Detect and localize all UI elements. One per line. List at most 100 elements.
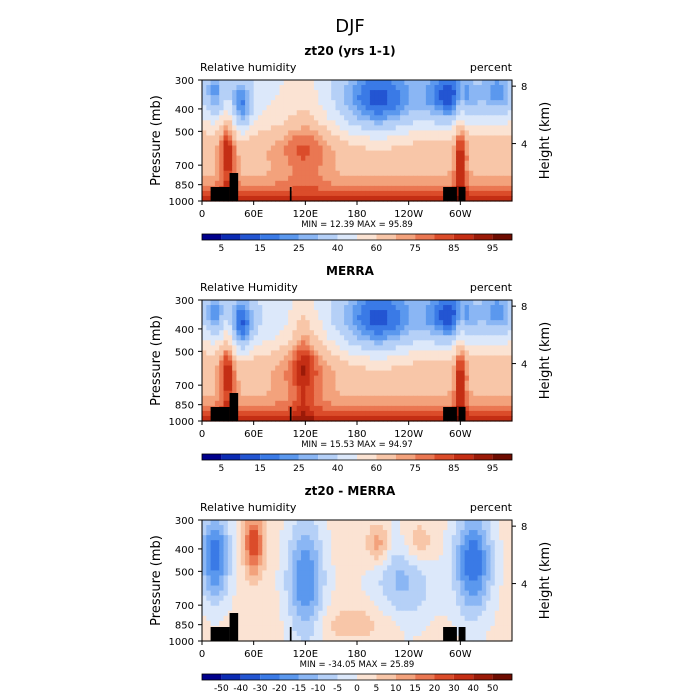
heatmap-cell (214, 570, 220, 577)
heatmap-cell (210, 590, 216, 597)
heatmap-cell (257, 300, 263, 306)
heatmap-cell (245, 395, 250, 402)
heatmap-cell (507, 330, 513, 336)
heatmap-cell (464, 300, 470, 306)
heatmap-cell (309, 125, 315, 132)
heatmap-cell (425, 365, 431, 372)
heatmap-cell (232, 380, 238, 387)
heatmap-cell (503, 360, 509, 367)
heatmap-cell (503, 125, 509, 132)
heatmap-cell (344, 335, 349, 341)
heatmap-cell (486, 110, 492, 116)
heatmap-cell (266, 195, 272, 202)
heatmap-cell (357, 190, 362, 197)
heatmap-cell (331, 520, 337, 526)
heatmap-cell (412, 590, 418, 597)
heatmap-cell (348, 195, 354, 202)
heatmap-cell (206, 115, 212, 121)
heatmap-cell (223, 605, 229, 612)
heatmap-cell (477, 535, 483, 541)
heatmap-cell (374, 575, 380, 582)
heatmap-cell (473, 115, 479, 121)
heatmap-cell (240, 100, 246, 106)
heatmap-cell (473, 405, 479, 412)
heatmap-cell (219, 565, 225, 572)
heatmap-cell (369, 85, 375, 91)
heatmap-cell (344, 370, 349, 377)
heatmap-cell (438, 195, 444, 202)
heatmap-cell (292, 545, 298, 551)
heatmap-cell (477, 355, 483, 362)
heatmap-cell (296, 590, 302, 597)
heatmap-cell (214, 90, 220, 96)
heatmap-cell (412, 80, 418, 86)
heatmap-cell (468, 595, 474, 602)
heatmap-cell (490, 135, 496, 142)
heatmap-cell (292, 115, 298, 121)
heatmap-cell (219, 140, 225, 147)
heatmap-cell (331, 380, 337, 387)
heatmap-cell (249, 135, 255, 142)
heatmap-cell (236, 610, 242, 617)
heatmap-cell (481, 160, 487, 167)
heatmap-cell (395, 405, 401, 412)
heatmap-cell (421, 400, 427, 407)
heatmap-cell (486, 565, 492, 572)
heatmap-cell (270, 100, 276, 106)
heatmap-cell (365, 185, 371, 192)
heatmap-cell (490, 390, 496, 397)
heatmap-cell (408, 330, 414, 336)
heatmap-cell (227, 525, 233, 531)
heatmap-cell (266, 150, 272, 157)
heatmap-cell (408, 140, 414, 147)
heatmap-cell (447, 550, 453, 556)
heatmap-cell (249, 395, 255, 402)
y-tick-label: 400 (175, 105, 194, 116)
heatmap-cell (404, 335, 410, 341)
heatmap-cell (477, 300, 483, 306)
heatmap-cell (344, 340, 349, 346)
heatmap-cell (245, 375, 250, 382)
heatmap-cell (331, 545, 337, 551)
heatmap-cell (387, 90, 393, 96)
heatmap-cell (395, 135, 401, 142)
heatmap-cell (223, 600, 229, 607)
heatmap-cell (456, 540, 461, 546)
heatmap-cell (369, 580, 375, 587)
heatmap-cell (481, 320, 487, 326)
heatmap-cell (352, 520, 358, 526)
heatmap-cell (275, 370, 281, 377)
heatmap-cell (481, 185, 487, 192)
heatmap-cell (400, 185, 405, 192)
heatmap-cell (313, 575, 319, 582)
heatmap-cell (408, 365, 414, 372)
heatmap-cell (456, 355, 461, 362)
heatmap-cell (339, 410, 345, 417)
heatmap-cell (326, 300, 332, 306)
y-tick-label: 850 (175, 181, 194, 192)
heatmap-cell (344, 160, 349, 167)
heatmap-cell (503, 105, 509, 111)
heatmap-cell (460, 610, 466, 617)
heatmap-cell (253, 140, 259, 147)
heatmap-cell (395, 195, 401, 202)
heatmap-cell (305, 165, 311, 172)
heatmap-cell (236, 110, 242, 116)
heatmap-cell (335, 340, 341, 346)
heatmap-cell (477, 330, 483, 336)
heatmap-cell (206, 520, 212, 526)
heatmap-cell (275, 310, 281, 316)
heatmap-cell (322, 145, 328, 152)
heatmap-cell (387, 305, 393, 311)
heatmap-cell (503, 535, 509, 541)
heatmap-cell (227, 520, 233, 526)
heatmap-cell (288, 590, 294, 597)
heatmap-cell (245, 615, 250, 622)
heatmap-cell (322, 85, 328, 91)
heatmap-cell (202, 310, 207, 316)
heatmap-cell (279, 190, 285, 197)
heatmap-cell (408, 110, 414, 116)
heatmap-cell (335, 385, 341, 392)
heatmap-cell (227, 555, 233, 561)
heatmap-field (202, 300, 513, 422)
